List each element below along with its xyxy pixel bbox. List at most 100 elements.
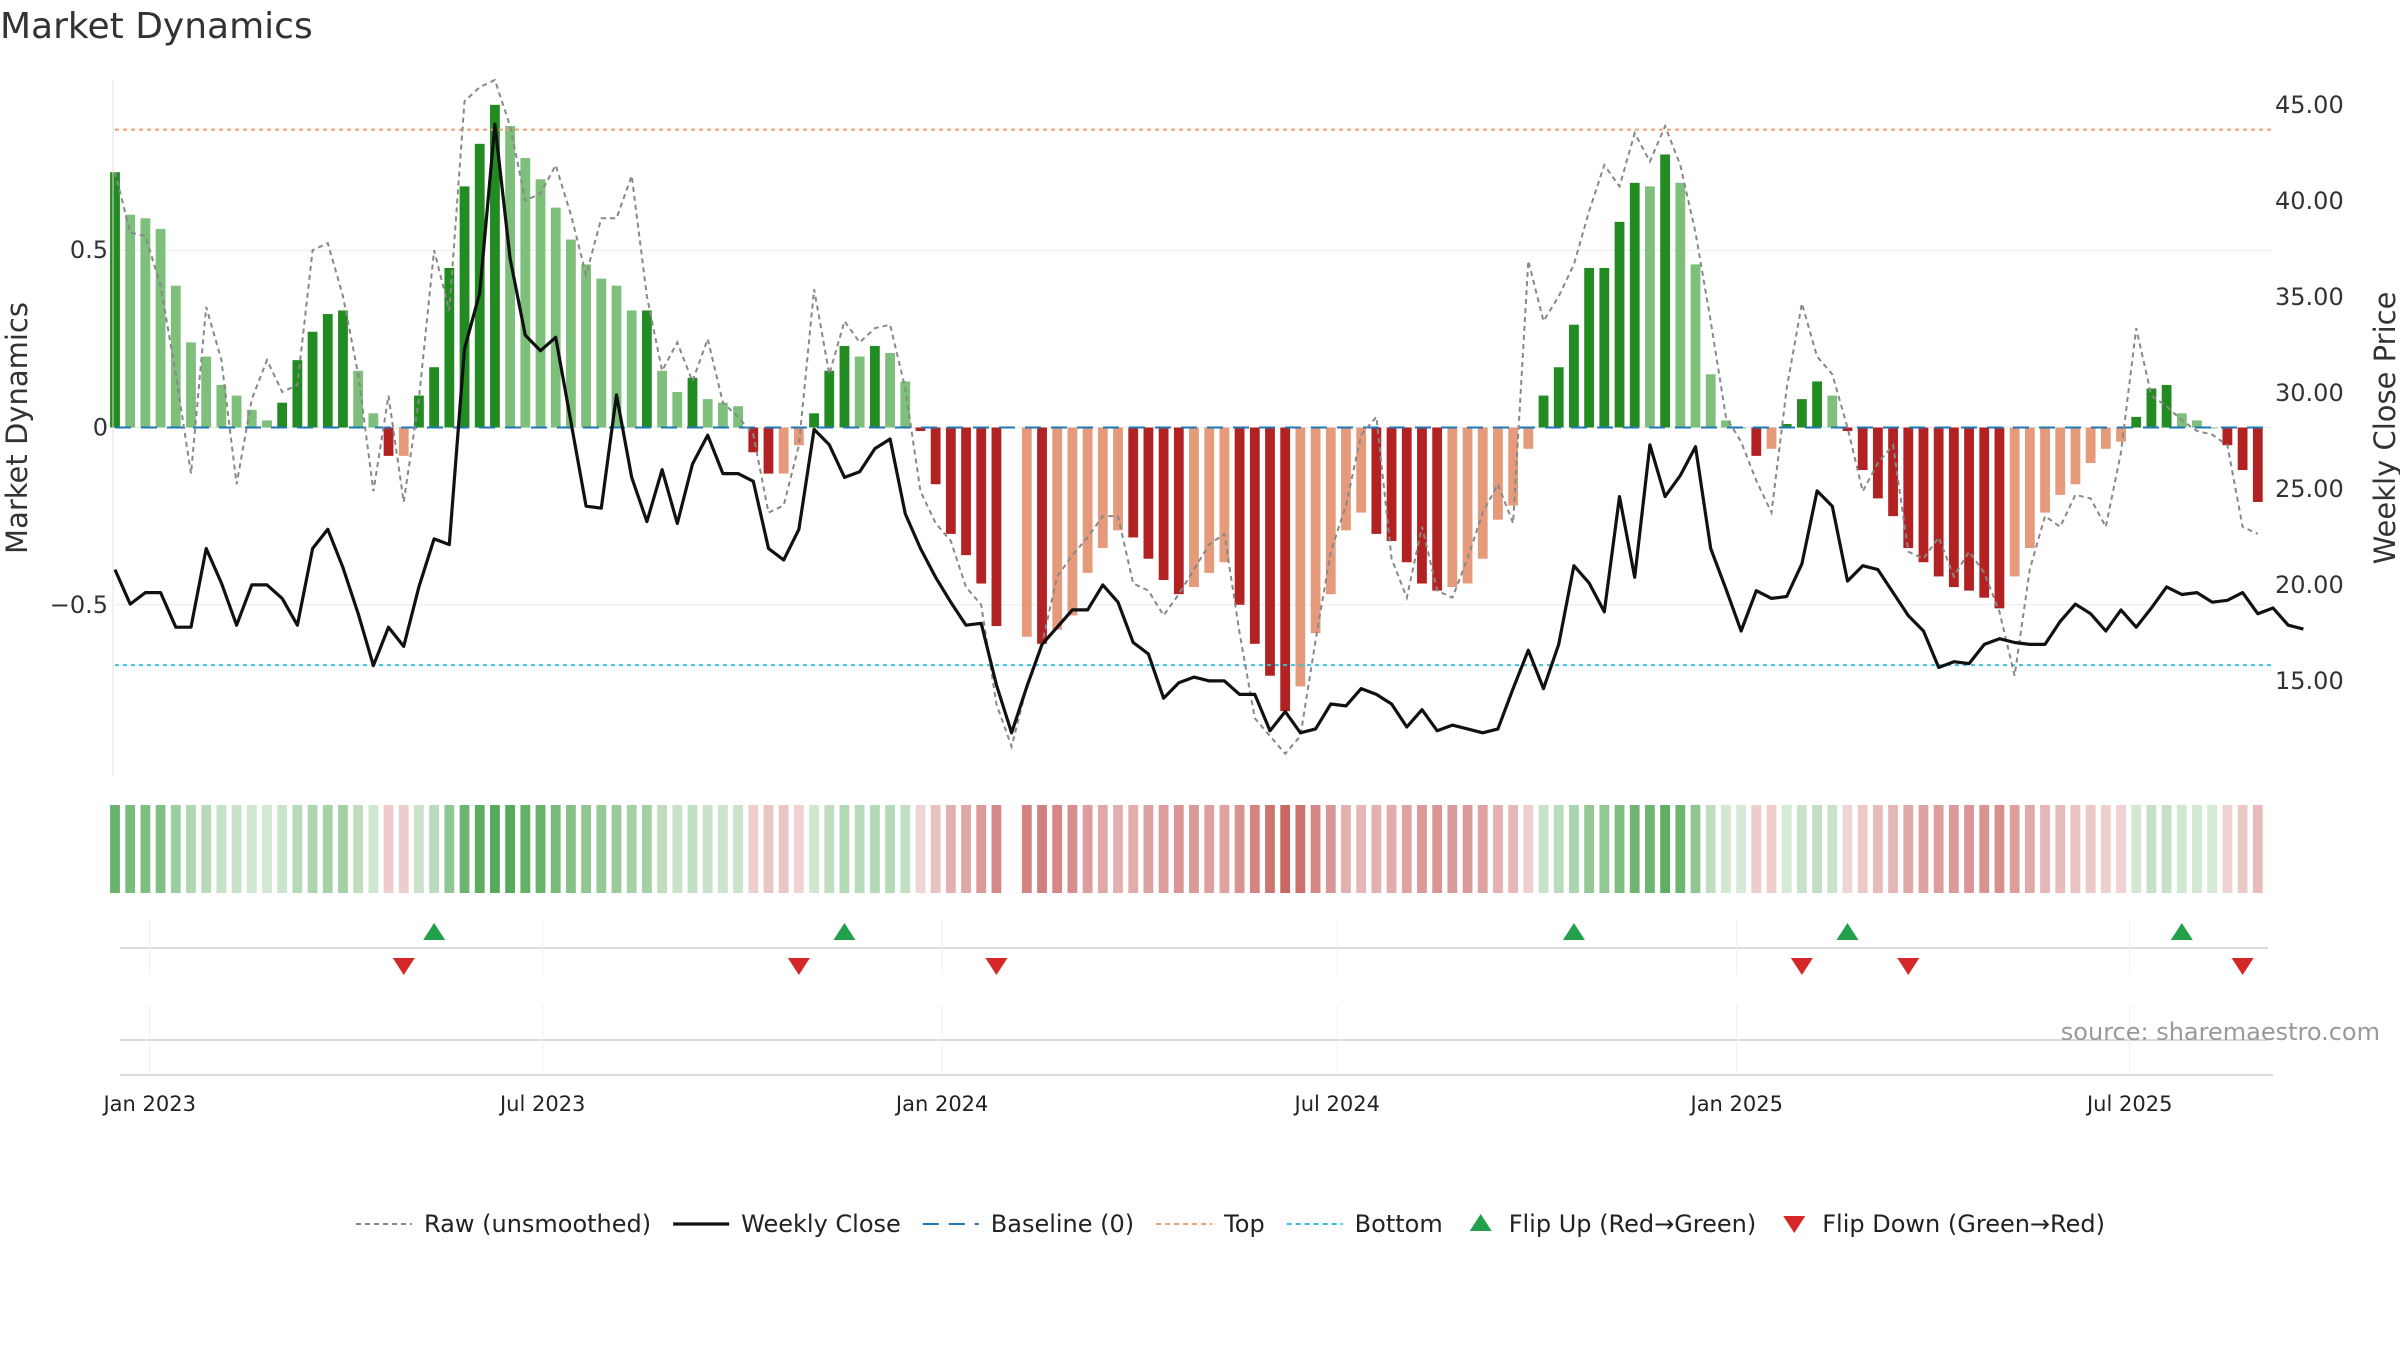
momentum-cell bbox=[1219, 805, 1230, 893]
legend-item-baseline: Baseline (0) bbox=[922, 1210, 1134, 1238]
dynamics-bar bbox=[566, 239, 576, 428]
dynamics-bar bbox=[717, 402, 728, 428]
dynamics-bar bbox=[1371, 427, 1382, 534]
momentum-cell bbox=[474, 805, 485, 893]
momentum-cell bbox=[459, 805, 470, 893]
dynamics-bar bbox=[2222, 427, 2233, 446]
dynamics-bar bbox=[854, 356, 865, 428]
dynamics-bar bbox=[246, 409, 257, 428]
dynamics-bar bbox=[1827, 395, 1838, 428]
dynamics-bar bbox=[2131, 416, 2142, 428]
momentum-cell bbox=[1796, 805, 1807, 893]
momentum-cell bbox=[1933, 805, 1944, 893]
momentum-cell bbox=[110, 805, 120, 893]
momentum-cell bbox=[885, 805, 895, 893]
dynamics-bar bbox=[1113, 427, 1123, 531]
momentum-cell bbox=[1599, 805, 1610, 893]
legend-item-flip_up: Flip Up (Red→Green) bbox=[1469, 1210, 1756, 1238]
momentum-cell bbox=[1447, 805, 1458, 893]
dynamics-bar bbox=[1234, 427, 1245, 605]
dynamics-bar bbox=[2085, 427, 2096, 463]
momentum-cell bbox=[1462, 805, 1473, 893]
left-tick-label: −0.5 bbox=[50, 591, 108, 619]
momentum-cell bbox=[1964, 805, 1974, 893]
momentum-cell bbox=[611, 805, 622, 893]
momentum-cell bbox=[2207, 805, 2218, 893]
momentum-cell bbox=[170, 805, 181, 893]
flip-down-marker bbox=[392, 958, 415, 975]
dynamics-bar bbox=[1569, 324, 1579, 428]
dynamics-bar bbox=[322, 314, 333, 428]
momentum-cell bbox=[1386, 805, 1397, 893]
momentum-cell bbox=[216, 805, 227, 893]
raw-line bbox=[114, 78, 2259, 756]
dynamics-bar bbox=[216, 384, 227, 428]
momentum-cell bbox=[581, 805, 592, 893]
y-axis-label-right: Weekly Close Price bbox=[2368, 292, 2400, 565]
dynamics-bar bbox=[2100, 427, 2111, 449]
dynamics-bar bbox=[1447, 427, 1458, 588]
momentum-cell bbox=[1249, 805, 1260, 893]
dynamics-bar bbox=[1295, 427, 1306, 687]
momentum-cell bbox=[748, 805, 759, 893]
momentum-cell bbox=[520, 805, 531, 893]
dynamics-bar bbox=[1128, 427, 1139, 538]
date-tick-label: Jan 2025 bbox=[1689, 1092, 1784, 1116]
legend-label: Top bbox=[1223, 1210, 1265, 1238]
momentum-cell bbox=[307, 805, 318, 893]
dynamics-bar bbox=[155, 228, 166, 428]
dynamics-bar bbox=[626, 310, 637, 428]
momentum-cell bbox=[1234, 805, 1245, 893]
dynamics-bar bbox=[1629, 182, 1640, 428]
legend-label: Raw (unsmoothed) bbox=[424, 1210, 651, 1238]
momentum-cell bbox=[1189, 805, 1199, 893]
dynamics-bar bbox=[1645, 186, 1655, 428]
dynamics-bar bbox=[1660, 154, 1671, 428]
momentum-cell bbox=[763, 805, 774, 893]
dynamics-bar bbox=[1386, 427, 1397, 541]
momentum-cell bbox=[778, 805, 789, 893]
momentum-cell bbox=[1097, 805, 1108, 893]
momentum-cell bbox=[1705, 805, 1716, 893]
momentum-cell bbox=[550, 805, 561, 893]
momentum-cell bbox=[2009, 805, 2020, 893]
dynamics-bar bbox=[1675, 182, 1686, 428]
momentum-cell bbox=[1872, 805, 1883, 893]
momentum-cell bbox=[1432, 805, 1443, 893]
momentum-cell bbox=[414, 805, 424, 893]
dynamics-bar bbox=[338, 310, 348, 428]
dynamics-bar bbox=[1310, 427, 1321, 634]
dynamics-bar bbox=[824, 370, 835, 428]
momentum-cell bbox=[793, 805, 804, 893]
dynamics-bar bbox=[642, 310, 652, 428]
momentum-cell bbox=[1645, 805, 1655, 893]
right-tick-label: 30.00 bbox=[2275, 379, 2344, 407]
dynamics-bar bbox=[2146, 388, 2157, 428]
dynamics-bar bbox=[915, 427, 926, 432]
momentum-cell bbox=[839, 805, 850, 893]
dynamics-bar bbox=[1493, 427, 1503, 520]
dynamics-bar bbox=[900, 381, 911, 428]
momentum-cell bbox=[368, 805, 379, 893]
dynamics-bar bbox=[1097, 427, 1108, 549]
momentum-cell bbox=[277, 805, 288, 893]
flip-up-marker bbox=[833, 923, 856, 940]
date-tick-label: Jul 2025 bbox=[2085, 1092, 2172, 1116]
momentum-cell bbox=[1371, 805, 1382, 893]
momentum-cell bbox=[1204, 805, 1215, 893]
dynamics-bar bbox=[1067, 427, 1078, 616]
dynamics-bar bbox=[2024, 427, 2035, 549]
dynamics-bar bbox=[201, 356, 212, 428]
momentum-band bbox=[110, 805, 2263, 893]
momentum-cell bbox=[824, 805, 835, 893]
weekly-close-line bbox=[113, 122, 2304, 735]
momentum-cell bbox=[444, 805, 455, 893]
dynamics-bar bbox=[186, 342, 196, 428]
dynamics-bar bbox=[763, 427, 774, 474]
momentum-cell bbox=[2055, 805, 2066, 893]
dynamics-bar bbox=[1508, 427, 1519, 506]
dynamics-bar bbox=[262, 420, 272, 428]
dynamics-bar bbox=[1280, 427, 1291, 712]
dynamics-bar bbox=[809, 413, 819, 428]
flip-down-marker bbox=[787, 958, 810, 975]
